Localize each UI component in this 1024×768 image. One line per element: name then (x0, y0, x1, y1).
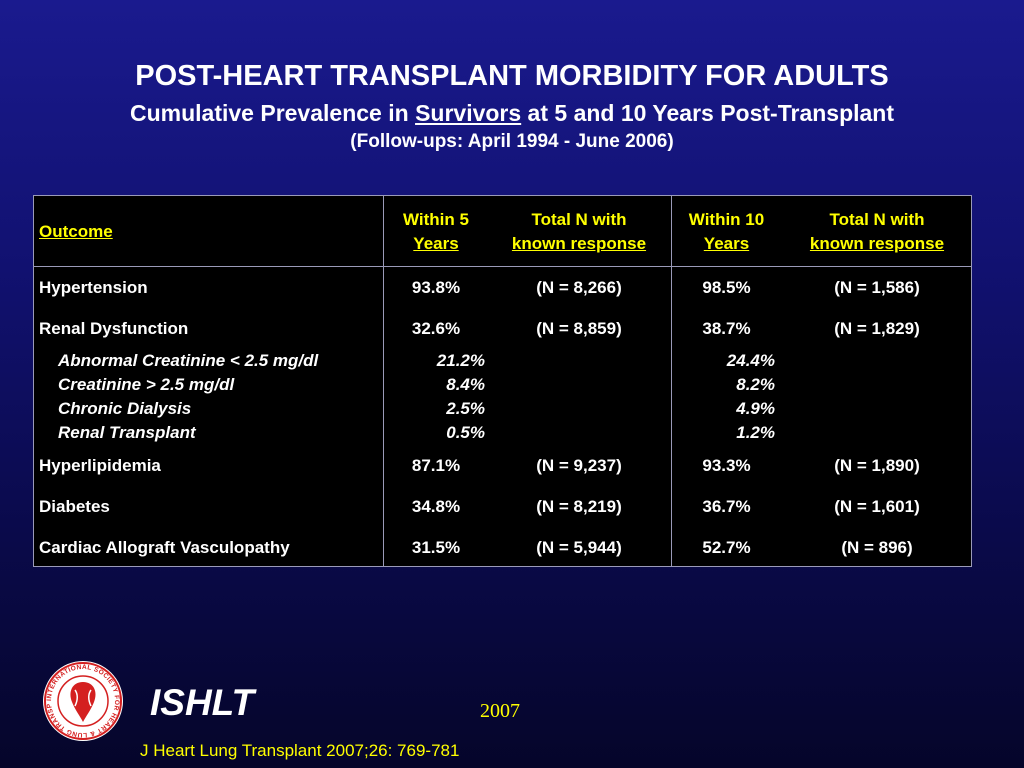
renal-subrow-label: Chronic Dialysis (58, 399, 192, 418)
cell-w10: 38.7% (702, 319, 751, 338)
cell-n5: (N = 8,219) (536, 497, 622, 516)
renal-subrow-label: Renal Transplant (58, 423, 196, 442)
column-divider (671, 196, 672, 566)
header-divider (34, 266, 971, 267)
slide-title: POST-HEART TRANSPLANT MORBIDITY FOR ADUL… (135, 60, 889, 92)
cell-n10: (N = 1,586) (834, 278, 920, 297)
cell-n10: (N = 1,829) (834, 319, 920, 338)
cell-n10: (N = 1,601) (834, 497, 920, 516)
cell-n5: (N = 9,237) (536, 456, 622, 475)
row-outcome-hyperlipidemia: Hyperlipidemia (39, 456, 161, 475)
slide-subtitle: Cumulative Prevalence in Survivors at 5 … (0, 98, 1024, 128)
citation: J Heart Lung Transplant 2007;26: 769-781 (140, 741, 460, 760)
cell-w5: 93.8% (411, 278, 461, 297)
row-outcome-hypertension: Hypertension (39, 278, 148, 297)
row-outcome-renal-dysfunction: Renal Dysfunction (39, 319, 189, 338)
cell-n5: (N = 8,266) (536, 278, 622, 297)
ishlt-label: ISHLT (150, 682, 255, 723)
cell-n10: (N = 1,890) (834, 456, 920, 475)
renal-subrow-w10: 24.4% (726, 351, 775, 370)
renal-subrow-w10: 1.2% (736, 423, 775, 442)
cell-n5: (N = 5,944) (536, 538, 622, 557)
cell-w10: 36.7% (702, 497, 751, 516)
cell-w10: 52.7% (702, 538, 751, 557)
renal-subrow-w5: 2.5% (446, 399, 485, 418)
ishlt-logo: INTERNATIONAL SOCIETY FOR HEART & LUNG T… (42, 660, 123, 741)
header-outcome: Outcome (39, 222, 113, 241)
cell-w5: 32.6% (411, 319, 461, 338)
cell-w5: 31.5% (411, 538, 461, 557)
renal-subrow-label: Creatinine > 2.5 mg/dl (58, 375, 235, 394)
cell-w10: 98.5% (702, 278, 751, 297)
header-total-n-5: Total N with known response (511, 210, 647, 253)
renal-subrow-w5: 0.5% (446, 423, 485, 442)
cell-w5: 87.1% (411, 456, 461, 475)
renal-subrow-label: Abnormal Creatinine < 2.5 mg/dl (58, 351, 319, 370)
morbidity-table: Outcome Within 5 Years Total N with know… (33, 195, 972, 567)
subtitle-emphasis: Survivors (415, 100, 522, 126)
renal-subrow-w10: 8.2% (736, 375, 775, 394)
subtitle-prefix: Cumulative Prevalence in (129, 100, 416, 126)
followup-period: (Follow-ups: April 1994 - June 2006) (350, 131, 674, 152)
header-within-10-years: Within 10 Years (688, 210, 765, 253)
renal-subrow-w10: 4.9% (736, 399, 775, 418)
row-outcome-cav: Cardiac Allograft Vasculopathy (39, 538, 290, 557)
header-within-5-years: Within 5 Years (403, 210, 469, 253)
row-outcome-diabetes: Diabetes (39, 497, 110, 516)
footer-year: 2007 (480, 700, 520, 722)
renal-subrow-w5: 21.2% (436, 351, 485, 370)
renal-subrow-w5: 8.4% (446, 375, 485, 394)
column-divider (383, 196, 384, 566)
cell-n5: (N = 8,859) (536, 319, 622, 338)
cell-n10: (N = 896) (841, 538, 913, 557)
header-total-n-10: Total N with known response (809, 210, 945, 253)
subtitle-suffix: at 5 and 10 Years Post-Transplant (521, 100, 895, 126)
cell-w10: 93.3% (702, 456, 751, 475)
cell-w5: 34.8% (411, 497, 461, 516)
